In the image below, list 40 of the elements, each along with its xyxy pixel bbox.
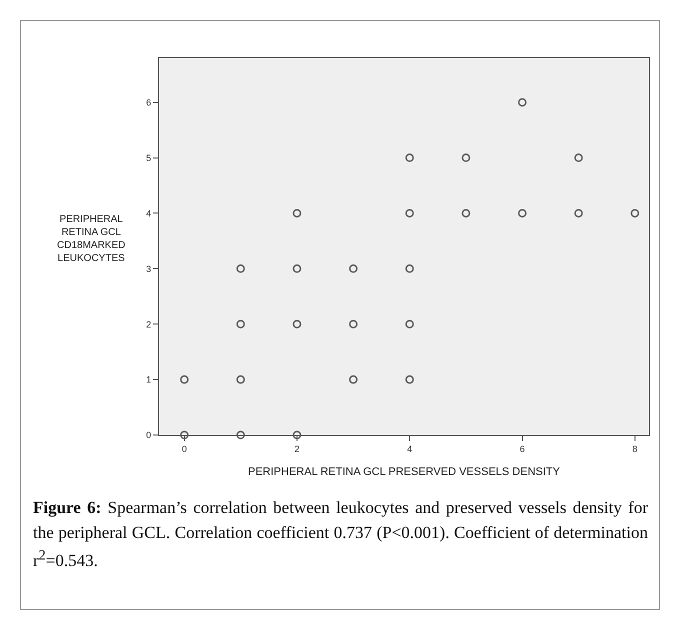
y-tick-label: 3 <box>146 264 152 274</box>
y-axis-title: PERIPHERAL RETINA GCL CD18MARKED LEUKOCYTES <box>57 214 126 264</box>
x-tick-label: 2 <box>294 444 300 454</box>
point <box>518 98 527 107</box>
x-tick-label: 0 <box>182 444 187 454</box>
point <box>292 264 302 273</box>
point <box>236 264 245 273</box>
y-tick-label: 1 <box>146 374 152 385</box>
point <box>630 208 640 218</box>
y-tick-label: 6 <box>146 98 152 108</box>
caption: Figure 6: Spearman’s correlation between leukocytes and preserved vessels density for the peripheral GCL. Correlation coefficient 0.737 (P<0.001). Coefficient of determination r$^{2}$=0.543. <box>33 498 648 570</box>
point <box>405 320 414 328</box>
point <box>349 320 358 328</box>
point <box>292 320 302 328</box>
point <box>236 375 245 384</box>
point <box>405 375 414 384</box>
point <box>405 208 414 218</box>
point <box>236 320 245 328</box>
x-tick-label: 4 <box>407 444 412 454</box>
point <box>180 375 189 384</box>
x-tick-label: 6 <box>520 444 525 454</box>
y-tick-label: 0 <box>146 430 152 440</box>
point <box>292 208 302 218</box>
point <box>349 264 358 273</box>
point <box>405 154 414 162</box>
y-tick-label: 2 <box>146 319 152 330</box>
point <box>518 208 527 218</box>
point <box>574 154 583 162</box>
y-tick-label: 5 <box>146 152 152 163</box>
point <box>349 375 358 384</box>
point <box>462 208 470 218</box>
point <box>292 430 302 440</box>
point <box>574 208 583 218</box>
point <box>180 430 189 440</box>
point <box>236 430 245 440</box>
x-axis-title: PERIPHERAL RETINA GCL PRESERVED VESSELS DENSITY <box>248 466 561 478</box>
y-tick-label: 4 <box>146 208 152 218</box>
point <box>405 264 414 273</box>
point <box>462 154 470 162</box>
x-tick-label: 8 <box>632 444 638 454</box>
